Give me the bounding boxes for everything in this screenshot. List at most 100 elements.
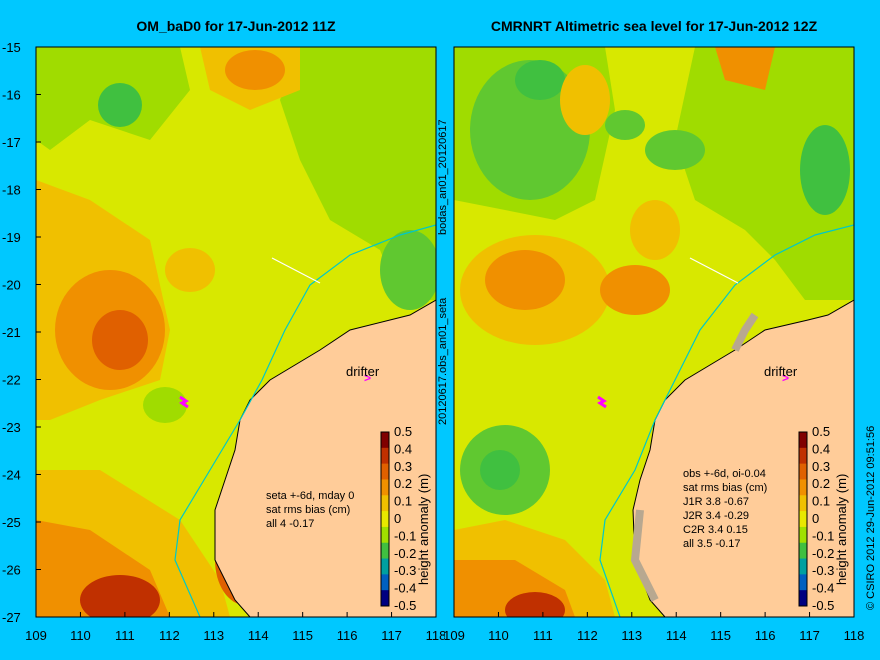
colorbar-swatch: [381, 495, 389, 512]
right-shelf-contour: [599, 224, 854, 617]
left-map-title: OM_baD0 for 17-Jun-2012 11Z: [136, 18, 336, 34]
colorbar-tick-label: -0.5: [394, 598, 416, 613]
colorbar-swatch: [799, 463, 807, 480]
colorbar-swatch: [381, 463, 389, 480]
colorbar-tick-label: 0.2: [812, 476, 830, 491]
left-stat-line: sat rms bias (cm): [266, 504, 350, 516]
lat-tick-label: -20: [2, 278, 21, 293]
lon-tick-label: 114: [666, 628, 687, 643]
colorbar-swatch: [799, 542, 807, 560]
colorbar-swatch: [799, 479, 807, 496]
colorbar-tick-label: -0.2: [394, 546, 416, 561]
colorbar-swatch: [799, 526, 807, 544]
right-drifter-arrow: >: [782, 371, 789, 385]
colorbar-tick-label: 0.4: [394, 441, 412, 456]
colorbar-swatch: [799, 495, 807, 512]
colorbar-swatch: [799, 447, 807, 465]
lon-tick-label: 114: [248, 628, 269, 643]
colorbar-tick-label: 0.1: [394, 494, 412, 509]
right-stat-line: obs +-6d, oi-0.04: [683, 468, 766, 480]
lon-tick-label: 112: [577, 628, 598, 643]
lat-tick-label: -21: [2, 325, 21, 340]
colorbar-tick-label: 0: [812, 511, 819, 526]
colorbar-swatch: [381, 432, 389, 449]
lat-tick-label: -23: [2, 420, 21, 435]
right-stat-line: C2R 3.4 0.15: [683, 524, 748, 536]
colorbar-tick-label: -0.1: [394, 528, 416, 543]
right-stat-line: J1R 3.8 -0.67: [683, 496, 749, 508]
lon-tick-label: 110: [70, 628, 91, 643]
colorbar-swatch: [799, 511, 807, 528]
right-drifter-track: [597, 395, 607, 409]
colorbar-swatch: [381, 479, 389, 496]
lon-tick-label: 111: [533, 628, 553, 643]
colorbar-tick-label: 0.4: [812, 441, 830, 456]
right-drifter-label: drifter: [764, 364, 798, 379]
left-drifter-track: [179, 395, 189, 409]
colorbar-swatch: [381, 447, 389, 465]
colorbar-swatch: [799, 432, 807, 449]
right-map-title: CMRNRT Altimetric sea level for 17-Jun-2…: [490, 18, 818, 34]
colorbar-tick-label: 0: [394, 511, 401, 526]
right-stat-line: all 3.5 -0.17: [683, 538, 740, 550]
right-map: > drifter obs +-6d, oi-0.04 sat rms bias…: [445, 46, 864, 643]
colorbar-tick-label: 0.1: [812, 494, 830, 509]
left-stat-line: all 4 -0.17: [266, 518, 314, 530]
lat-tick-label: -18: [2, 183, 21, 198]
lat-tick-label: -27: [2, 610, 21, 625]
lat-tick-label: -15: [2, 40, 21, 55]
right-stat-line: sat rms bias (cm): [683, 482, 767, 494]
colorbar-swatch: [799, 574, 807, 591]
left-colorbar-label: height anomaly (m): [416, 474, 431, 585]
colorbar-tick-label: 0.2: [394, 476, 412, 491]
lat-tick-label: -24: [2, 468, 21, 483]
colorbar-tick-label: -0.4: [812, 581, 834, 596]
lon-tick-label: 118: [844, 628, 865, 643]
middle-label-top: bodas_an01_20120617: [437, 119, 449, 235]
left-lat-axis: -15 -16 -17 -18 -19 -20 -21 -22 -23 -24 -25 -26 -27: [2, 40, 41, 625]
lon-tick-label: 117: [381, 628, 402, 643]
copyright-label: © CSIRO 2012 29-Jun-2012 09:51:56: [865, 425, 877, 610]
lat-tick-label: -16: [2, 88, 21, 103]
right-stat-line: J2R 3.4 -0.29: [683, 510, 749, 522]
right-stats: obs +-6d, oi-0.04 sat rms bias (cm) J1R …: [683, 468, 767, 550]
right-colorbar: 0.5 0.4 0.3 0.2 0.1 0 -0.1 -0.2 -0.3 -0.4 -0.5: [798, 424, 834, 613]
left-map: > drifter seta +-6d, mday 0 sat rms bias…: [2, 40, 445, 643]
colorbar-tick-label: -0.1: [812, 528, 834, 543]
left-stat-line: seta +-6d, mday 0: [266, 490, 354, 502]
colorbar-tick-label: 0.5: [394, 424, 412, 439]
colorbar-tick-label: -0.5: [812, 598, 834, 613]
lat-tick-label: -22: [2, 373, 21, 388]
lon-tick-label: 112: [159, 628, 180, 643]
lon-tick-label: 117: [799, 628, 820, 643]
colorbar-tick-label: -0.4: [394, 581, 416, 596]
lon-tick-label: 113: [203, 628, 224, 643]
left-shelf-contour: [174, 224, 436, 617]
colorbar-swatch: [799, 590, 807, 607]
colorbar-tick-label: 0.3: [812, 459, 830, 474]
colorbar-frame: [380, 431, 390, 607]
colorbar-tick-label: 0.5: [812, 424, 830, 439]
colorbar-tick-label: -0.3: [394, 563, 416, 578]
colorbar-swatch: [381, 590, 389, 607]
left-colorbar: 0.5 0.4 0.3 0.2 0.1 0 -0.1 -0.2 -0.3 -0.4 -0.5: [380, 424, 416, 613]
colorbar-tick-label: 0.3: [394, 459, 412, 474]
lon-tick-label: 110: [488, 628, 509, 643]
colorbar-swatch: [381, 542, 389, 560]
lon-tick-label: 109: [445, 628, 465, 643]
left-stats: seta +-6d, mday 0 sat rms bias (cm) all …: [266, 490, 354, 530]
right-lon-axis: 109 110 111 112 113 114 115 116 117 118: [445, 612, 864, 643]
lon-tick-label: 111: [115, 628, 135, 643]
lon-tick-label: 115: [710, 628, 731, 643]
right-colorbar-label: height anomaly (m): [834, 474, 849, 585]
lon-tick-label: 109: [25, 628, 47, 643]
lon-tick-label: 118: [426, 628, 445, 643]
lat-tick-label: -26: [2, 563, 21, 578]
lon-tick-label: 113: [621, 628, 642, 643]
lat-tick-label: -25: [2, 515, 21, 530]
colorbar-swatch: [799, 558, 807, 575]
middle-label-bottom: 20120617.obs_an01_seta: [437, 297, 449, 425]
colorbar-swatch: [381, 511, 389, 528]
colorbar-frame: [798, 431, 808, 607]
lon-tick-label: 116: [337, 628, 358, 643]
